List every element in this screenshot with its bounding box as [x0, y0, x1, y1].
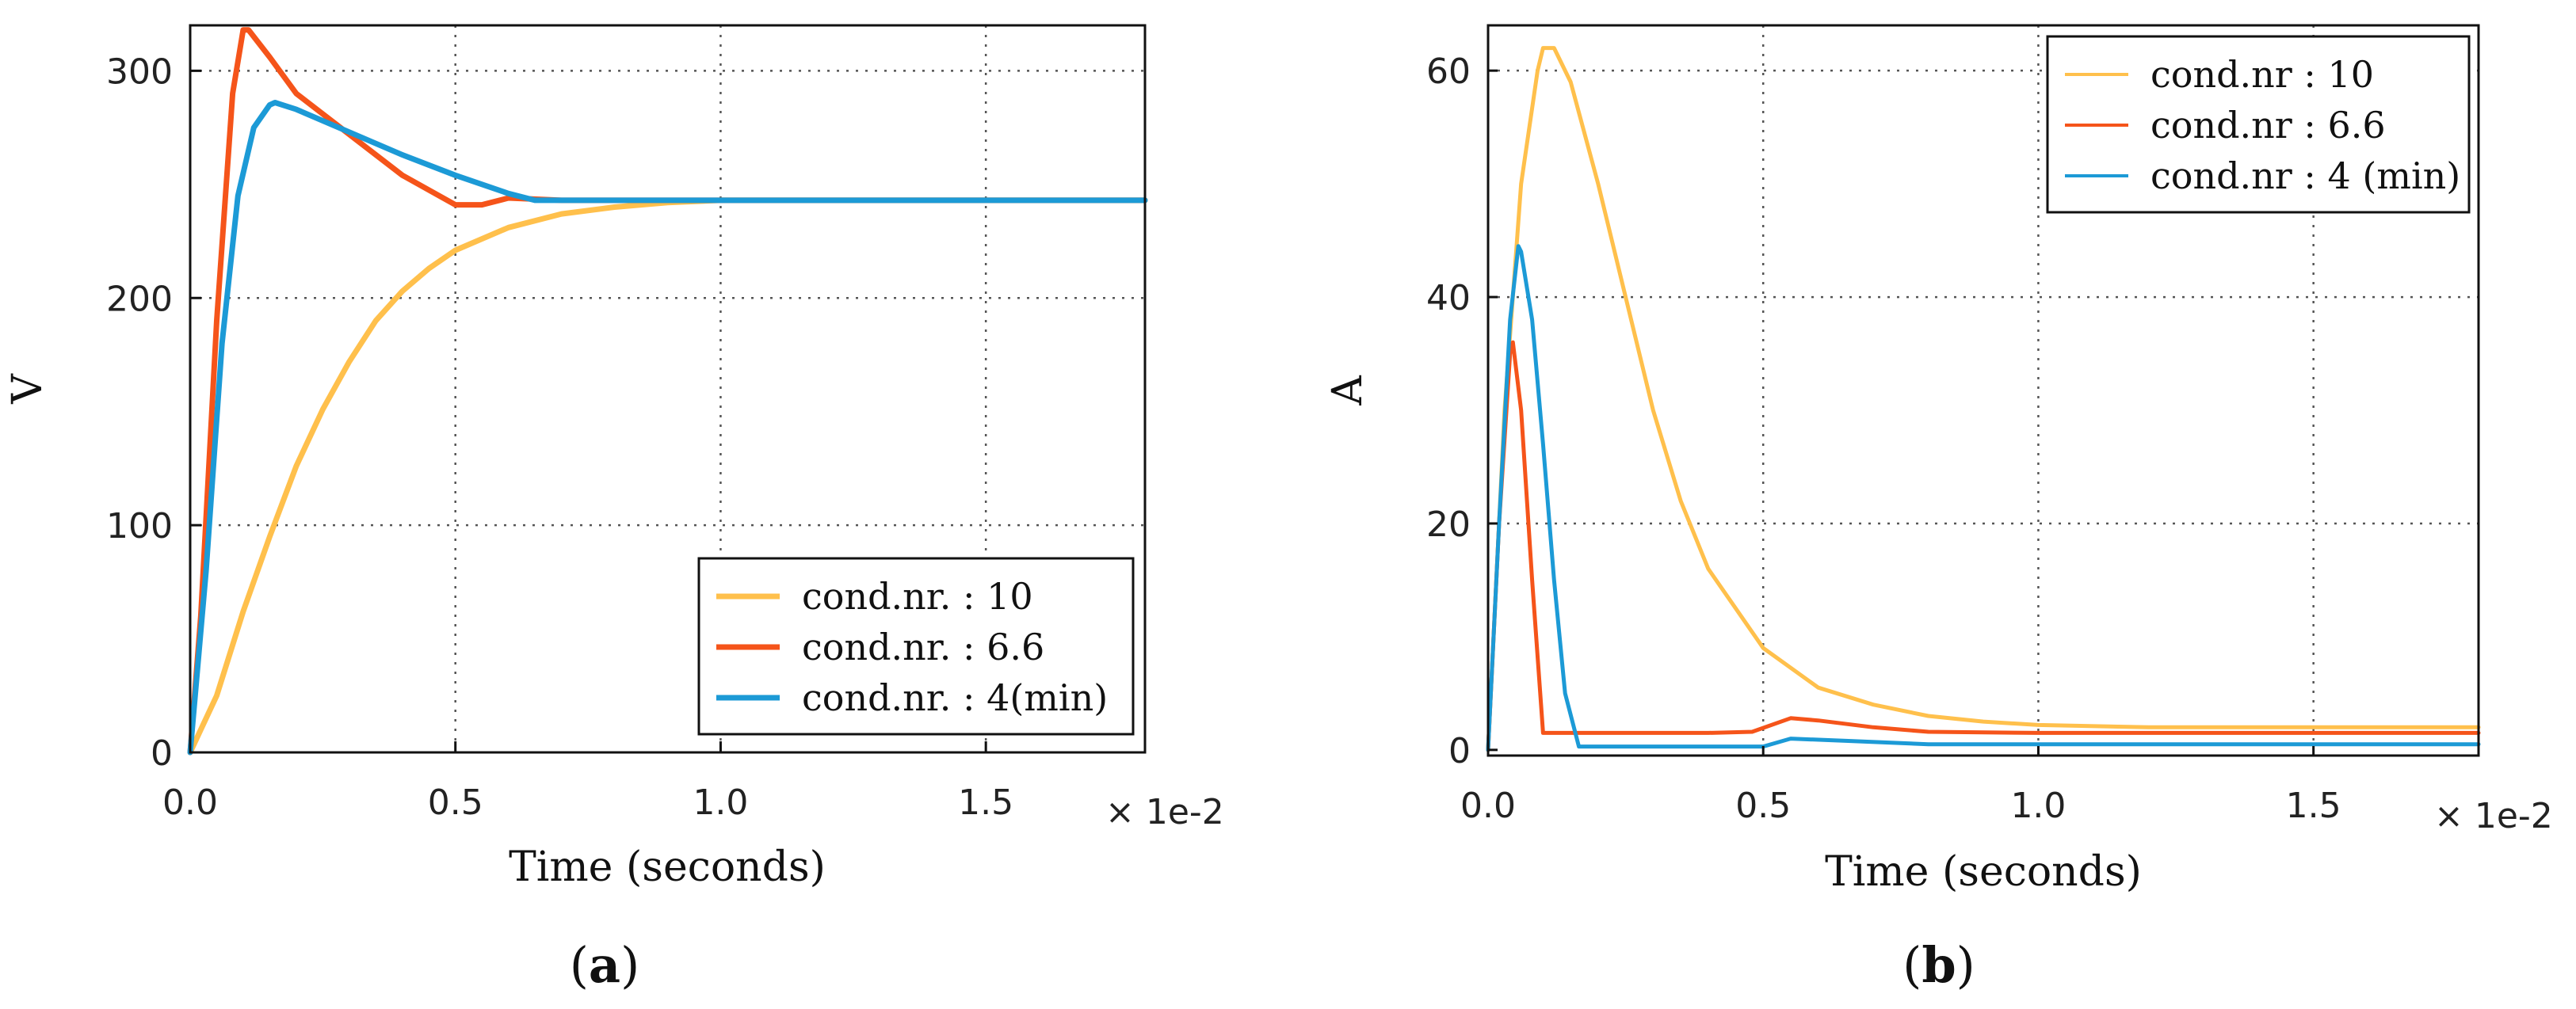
chart-b-xtick-label-1: 0.5 — [1735, 786, 1791, 826]
chart-b-xtick-label-0: 0.0 — [1460, 786, 1516, 826]
chart-a-frame — [189, 24, 1147, 754]
chart-b-frame — [1486, 24, 2480, 757]
chart-b-panel-label: (b) — [1902, 936, 1975, 994]
chart-b-xtick-label-3: 1.5 — [2286, 786, 2341, 826]
chart-b-x-multiplier: × 1e-2 — [2434, 796, 2553, 836]
chart-a-legend-label-1: cond.nr. : 6.6 — [802, 626, 1044, 668]
chart-a-ytick-label-2: 200 — [106, 279, 173, 319]
chart-b-ylabel: A — [1324, 375, 1372, 406]
chart-a-xtick-label-2: 1.0 — [693, 782, 748, 823]
chart-a-xlabel: Time (seconds) — [509, 843, 826, 891]
chart-b-series-line-1 — [1486, 340, 2481, 752]
chart-a-ytick-label-3: 300 — [106, 51, 173, 92]
chart-b-legend-label-1: cond.nr : 6.6 — [2150, 104, 2386, 147]
chart-b-xlabel: Time (seconds) — [1825, 848, 2142, 896]
chart-a-series-line-2 — [187, 100, 1148, 756]
chart-a-xtick-label-3: 1.5 — [958, 782, 1013, 823]
chart-b-xtick-label-2: 1.0 — [2010, 786, 2066, 826]
chart-b-grid — [1488, 25, 2479, 756]
chart-b-legend-label-0: cond.nr : 10 — [2150, 53, 2374, 96]
chart-a-ytick-label-1: 100 — [106, 506, 173, 546]
chart-a-panel-letter: a — [589, 936, 620, 994]
chart-a-ylabel: V — [4, 373, 52, 405]
chart-b-ytick-label-0: 0 — [1448, 731, 1471, 771]
chart-a-xtick-label-0: 0.0 — [162, 782, 218, 823]
chart-b-legend: cond.nr : 10 cond.nr : 6.6 cond.nr : 4 (mi… — [2046, 35, 2471, 214]
chart-a-xtick-label-1: 0.5 — [428, 782, 483, 823]
chart-b-legend-label-2: cond.nr : 4 (min) — [2150, 154, 2460, 197]
chart-b-ytick-label-3: 60 — [1426, 51, 1471, 92]
chart-b-ticks: 0.0 0.5 1.0 1.5 0 20 40 60 — [1426, 51, 2341, 826]
chart-a-grid — [190, 25, 1145, 752]
chart-b-ytick-label-2: 40 — [1426, 278, 1471, 318]
chart-a-legend-label-2: cond.nr. : 4(min) — [802, 676, 1108, 719]
chart-a-panel-label: (a) — [570, 936, 640, 994]
chart-b: 0.0 0.5 1.0 1.5 0 20 40 60 Time (seconds) A × 1… — [1324, 24, 2553, 994]
chart-a-ticks: 0.0 0.5 1.0 1.5 0 100 200 300 — [106, 51, 1013, 823]
chart-b-series-line-2 — [1486, 244, 2481, 752]
chart-b-series — [1486, 46, 2481, 752]
chart-b-series-line-0 — [1486, 46, 2481, 752]
chart-a-ytick-label-0: 0 — [151, 733, 173, 774]
chart-a-x-multiplier: × 1e-2 — [1105, 792, 1224, 832]
chart-b-ytick-label-1: 20 — [1426, 504, 1471, 545]
chart-b-panel-letter: b — [1922, 936, 1956, 994]
chart-a-series — [187, 27, 1148, 756]
chart-a-legend: cond.nr. : 10 cond.nr. : 6.6 cond.nr. : 4(… — [697, 557, 1135, 736]
chart-a-legend-label-0: cond.nr. : 10 — [802, 575, 1033, 618]
